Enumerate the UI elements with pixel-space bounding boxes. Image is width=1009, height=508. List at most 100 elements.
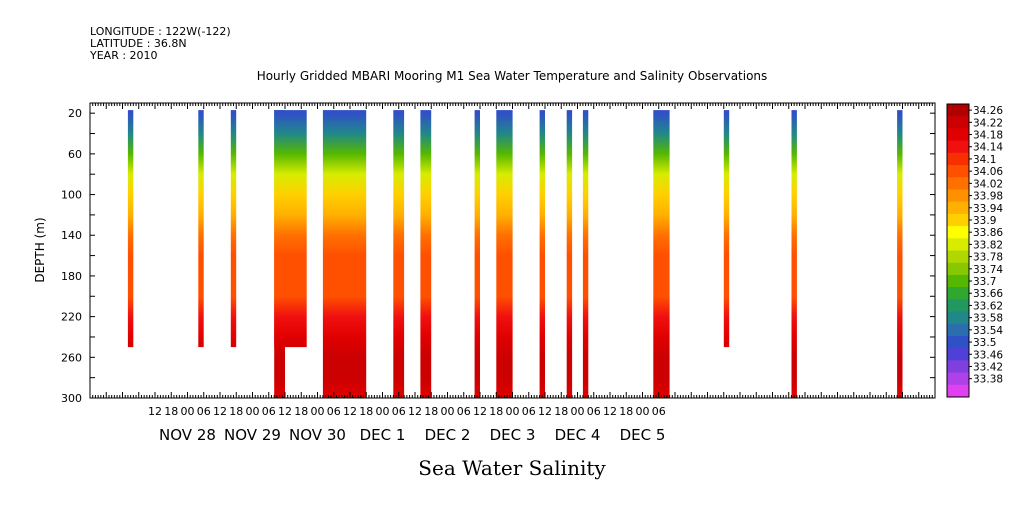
- colorbar-swatch: [947, 165, 969, 178]
- colorbar-swatch: [947, 299, 969, 313]
- colorbar-label: 33.42: [973, 362, 1003, 374]
- colorbar-swatch: [947, 250, 969, 264]
- x-hour-label: 00: [506, 405, 520, 418]
- colorbar-label: 34.1: [973, 154, 996, 166]
- x-hour-label: 06: [457, 405, 471, 418]
- x-hour-label: 00: [571, 405, 585, 418]
- colorbar-label: 33.9: [973, 215, 996, 227]
- data-column-15: [723, 110, 730, 348]
- colorbar-label: 34.06: [973, 166, 1003, 178]
- x-date-label: NOV 28: [159, 426, 216, 444]
- data-column-8: [420, 110, 432, 398]
- x-hour-label: 12: [408, 405, 422, 418]
- x-date-label: NOV 29: [224, 426, 281, 444]
- colorbar-label: 33.82: [973, 239, 1003, 251]
- colorbar-swatch: [947, 311, 969, 325]
- data-column-9: [474, 110, 480, 398]
- x-date-label: DEC 2: [425, 426, 471, 444]
- x-date-label: NOV 30: [289, 426, 346, 444]
- x-hour-label: 18: [619, 405, 633, 418]
- x-hour-label: 12: [538, 405, 552, 418]
- x-date-label: DEC 5: [620, 426, 666, 444]
- colorbar-swatch: [947, 323, 969, 337]
- x-hour-label: 06: [262, 405, 276, 418]
- colorbar-label: 34.22: [973, 117, 1003, 129]
- x-hour-label: 12: [343, 405, 357, 418]
- colorbar-label: 33.46: [973, 349, 1003, 361]
- colorbar-label: 33.5: [973, 337, 996, 349]
- x-hour-label: 18: [229, 405, 243, 418]
- x-hour-label: 12: [603, 405, 617, 418]
- x-hour-label: 00: [636, 405, 650, 418]
- colorbar-swatch: [947, 335, 969, 349]
- x-hour-label: 06: [587, 405, 601, 418]
- x-hour-label: 18: [489, 405, 503, 418]
- colorbar-swatch: [947, 238, 969, 251]
- data-column-10: [496, 110, 513, 398]
- colorbar-label: 33.86: [973, 227, 1003, 239]
- y-axis-title: DEPTH (m): [33, 217, 47, 282]
- data-columns: [127, 110, 903, 398]
- colorbar-label: 33.62: [973, 300, 1003, 312]
- x-hour-label: 12: [148, 405, 162, 418]
- x-hour-label: 00: [311, 405, 325, 418]
- data-column-14: [653, 110, 670, 398]
- longitude-label: LONGITUDE : 122W(-122): [90, 25, 231, 38]
- colorbar-label: 34.02: [973, 178, 1003, 190]
- x-hour-label: 00: [376, 405, 390, 418]
- colorbar-swatch: [947, 128, 969, 142]
- y-tick-label: 260: [61, 351, 82, 364]
- data-column-5: [274, 110, 285, 398]
- data-column-13: [582, 110, 589, 398]
- colorbar-frame: [946, 103, 970, 398]
- x-hour-label: 12: [278, 405, 292, 418]
- year-label: YEAR : 2010: [89, 49, 158, 62]
- colorbar-label: 33.54: [973, 325, 1003, 337]
- y-tick-label: 180: [61, 270, 82, 283]
- y-tick-label: 300: [61, 392, 82, 405]
- colorbar-swatch: [947, 116, 969, 129]
- x-hour-label: 06: [652, 405, 666, 418]
- x-date-label: DEC 3: [490, 426, 536, 444]
- y-tick-label: 220: [61, 311, 82, 324]
- x-hour-label: 18: [294, 405, 308, 418]
- y-tick-label: 60: [68, 148, 82, 161]
- x-hour-label: 18: [424, 405, 438, 418]
- colorbar-label: 33.7: [973, 276, 996, 288]
- y-tick-label: 20: [68, 107, 82, 120]
- colorbar-label: 33.98: [973, 191, 1003, 203]
- colorbar-swatch: [947, 287, 969, 300]
- x-hour-label: 00: [246, 405, 260, 418]
- colorbar-swatch: [947, 104, 969, 117]
- colorbar-swatch: [947, 189, 969, 203]
- colorbar-label: 34.26: [973, 105, 1003, 117]
- colorbar-label: 33.78: [973, 252, 1003, 264]
- colorbar-swatch: [947, 152, 969, 166]
- y-tick-label: 100: [61, 189, 82, 202]
- x-hour-label: 18: [164, 405, 178, 418]
- colorbar-swatch: [947, 201, 969, 215]
- colorbar-label: 33.58: [973, 313, 1003, 325]
- x-hour-label: 06: [522, 405, 536, 418]
- x-hour-label: 00: [441, 405, 455, 418]
- data-column-11: [539, 110, 545, 398]
- colorbar-swatch: [947, 213, 969, 227]
- data-column-7: [393, 110, 405, 398]
- data-column-16: [791, 110, 797, 398]
- data-column-6: [322, 110, 367, 398]
- data-column-3: [230, 110, 237, 348]
- colorbar-swatch: [947, 140, 969, 154]
- y-tick-label: 140: [61, 229, 82, 242]
- x-hour-label: 06: [327, 405, 341, 418]
- colorbar: 34.2634.2234.1834.1434.134.0634.0233.983…: [946, 103, 1003, 398]
- colorbar-swatch: [947, 348, 969, 361]
- data-column-17: [897, 110, 903, 398]
- latitude-label: LATITUDE : 36.8N: [90, 37, 187, 50]
- colorbar-swatch: [947, 262, 969, 276]
- x-hour-label: 12: [213, 405, 227, 418]
- data-column-1: [127, 110, 134, 348]
- colorbar-swatch: [947, 360, 969, 374]
- x-hour-label: 18: [554, 405, 568, 418]
